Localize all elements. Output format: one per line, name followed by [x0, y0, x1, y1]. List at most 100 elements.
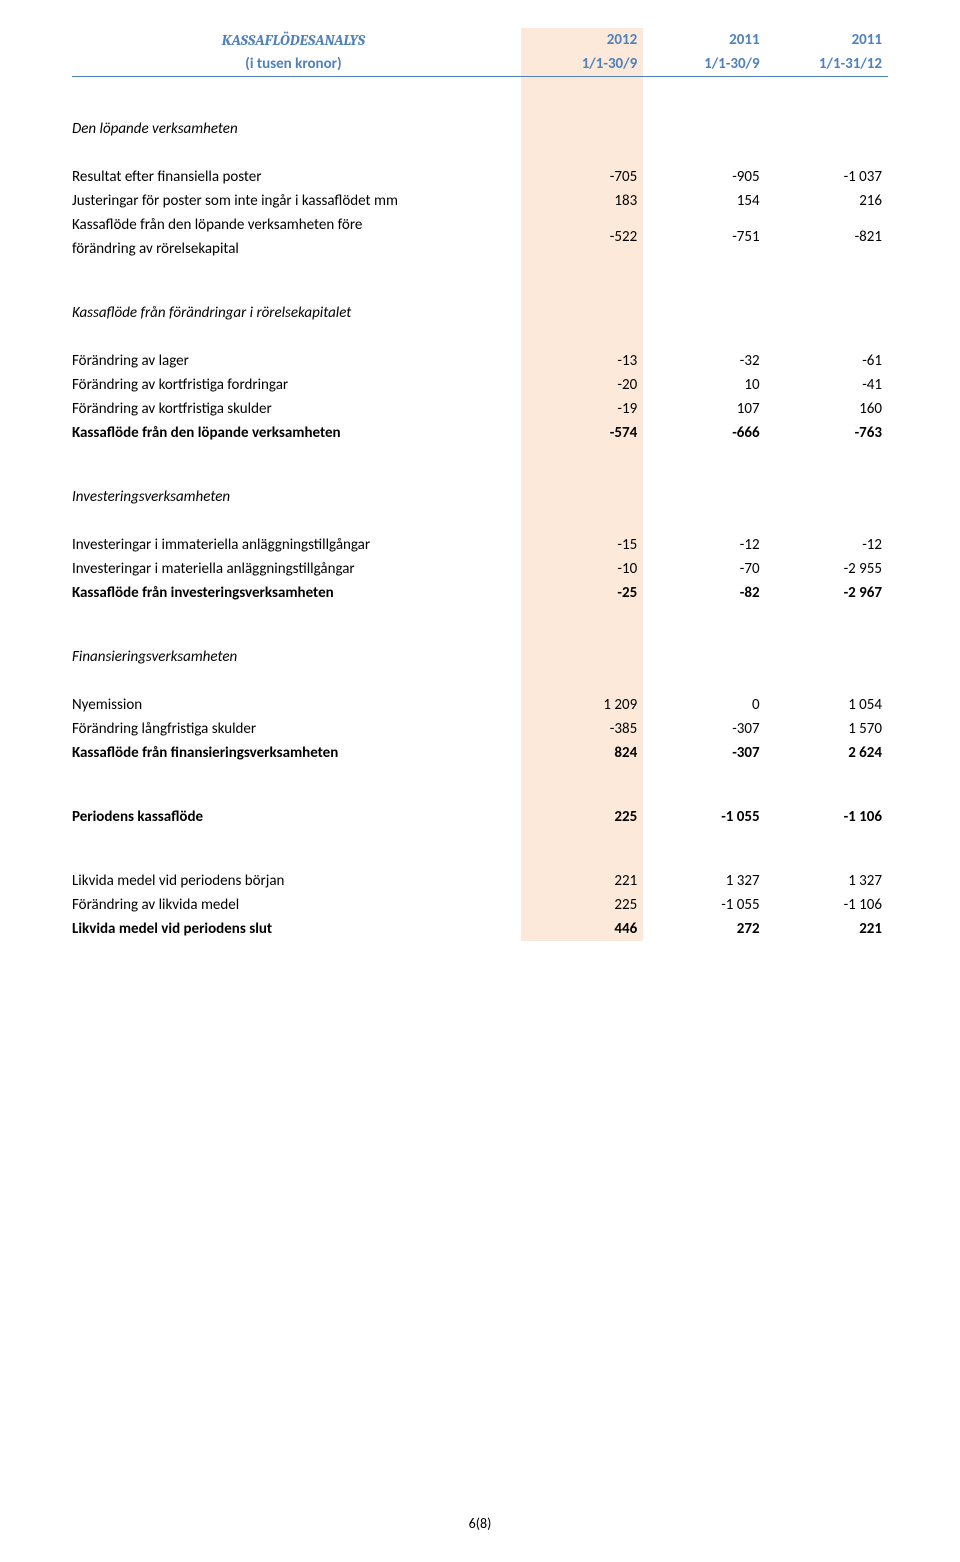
val-1: -666 — [643, 421, 765, 445]
val-2: -1 037 — [766, 165, 888, 189]
label: Förändring av likvida medel — [72, 893, 521, 917]
row-before-wc-line1: Kassaflöde från den löpande verksamheten… — [72, 213, 888, 237]
page-number: 6(8) — [0, 1515, 960, 1532]
label: Investeringar i materiella anläggningsti… — [72, 557, 521, 581]
label: Likvida medel vid periodens slut — [72, 917, 521, 941]
wc-title: Kassaflöde från förändringar i rörelseka… — [72, 301, 521, 325]
row-lt-debt: Förändring långfristiga skulder -385 -30… — [72, 717, 888, 741]
val-2: -1 106 — [766, 893, 888, 917]
financing-title: Finansieringsverksamheten — [72, 645, 521, 669]
label: Kassaflöde från investeringsverksamheten — [72, 581, 521, 605]
val-0: -10 — [521, 557, 643, 581]
val-1: -1 055 — [643, 893, 765, 917]
row-cash-end: Likvida medel vid periodens slut 446 272… — [72, 917, 888, 941]
label: Förändring långfristiga skulder — [72, 717, 521, 741]
val-2: 2 624 — [766, 741, 888, 765]
val-2: -61 — [766, 349, 888, 373]
label: Investeringar i immateriella anläggnings… — [72, 533, 521, 557]
col-period-1: 1/1-30/9 — [643, 52, 765, 77]
val-2: -2 967 — [766, 581, 888, 605]
section-financing-title: Finansieringsverksamheten — [72, 645, 888, 669]
val-2: -2 955 — [766, 557, 888, 581]
row-adjustments: Justeringar för poster som inte ingår i … — [72, 189, 888, 213]
col-year-1: 2011 — [643, 28, 765, 52]
row-result: Resultat efter finansiella poster -705 -… — [72, 165, 888, 189]
row-tangibles: Investeringar i materiella anläggningsti… — [72, 557, 888, 581]
val-0: 225 — [521, 805, 643, 829]
val-1: 272 — [643, 917, 765, 941]
val-0: -13 — [521, 349, 643, 373]
val-1: -82 — [643, 581, 765, 605]
row-cash-change: Förändring av likvida medel 225 -1 055 -… — [72, 893, 888, 917]
val-1: 0 — [643, 693, 765, 717]
row-cf-financing: Kassaflöde från finansieringsverksamhete… — [72, 741, 888, 765]
operating-title: Den löpande verksamheten — [72, 117, 521, 141]
val-2: -821 — [766, 213, 888, 261]
col-year-2: 2011 — [766, 28, 888, 52]
label: Justeringar för poster som inte ingår i … — [72, 189, 521, 213]
val-1: 1 327 — [643, 869, 765, 893]
val-2: 160 — [766, 397, 888, 421]
val-0: -522 — [521, 213, 643, 261]
row-cash-begin: Likvida medel vid periodens början 221 1… — [72, 869, 888, 893]
cashflow-table: KASSAFLÖDESANALYS 2012 2011 2011 (i tuse… — [72, 28, 888, 941]
val-2: 1 054 — [766, 693, 888, 717]
label: Förändring av lager — [72, 349, 521, 373]
val-0: -705 — [521, 165, 643, 189]
header-row-2: (i tusen kronor) 1/1-30/9 1/1-30/9 1/1-3… — [72, 52, 888, 77]
heading-sub: (i tusen kronor) — [72, 52, 521, 77]
row-newissue: Nyemission 1 209 0 1 054 — [72, 693, 888, 717]
label: Nyemission — [72, 693, 521, 717]
val-0: -385 — [521, 717, 643, 741]
row-payables: Förändring av kortfristiga skulder -19 1… — [72, 397, 888, 421]
val-0: -25 — [521, 581, 643, 605]
row-cf-operating: Kassaflöde från den löpande verksamheten… — [72, 421, 888, 445]
label: Kassaflöde från finansieringsverksamhete… — [72, 741, 521, 765]
val-1: -307 — [643, 741, 765, 765]
row-receivables: Förändring av kortfristiga fordringar -2… — [72, 373, 888, 397]
val-0: 225 — [521, 893, 643, 917]
val-2: 1 327 — [766, 869, 888, 893]
row-intangibles: Investeringar i immateriella anläggnings… — [72, 533, 888, 557]
val-2: -41 — [766, 373, 888, 397]
label: Periodens kassaflöde — [72, 805, 521, 829]
label-l1: Kassaflöde från den löpande verksamheten… — [72, 213, 521, 237]
col-year-0: 2012 — [521, 28, 643, 52]
val-0: -20 — [521, 373, 643, 397]
val-2: 216 — [766, 189, 888, 213]
header-row-1: KASSAFLÖDESANALYS 2012 2011 2011 — [72, 28, 888, 52]
val-0: 446 — [521, 917, 643, 941]
val-0: 221 — [521, 869, 643, 893]
val-0: 183 — [521, 189, 643, 213]
val-0: -19 — [521, 397, 643, 421]
val-1: -905 — [643, 165, 765, 189]
val-0: -574 — [521, 421, 643, 445]
val-2: 221 — [766, 917, 888, 941]
val-1: -32 — [643, 349, 765, 373]
val-2: -12 — [766, 533, 888, 557]
section-operating-title: Den löpande verksamheten — [72, 117, 888, 141]
val-1: -1 055 — [643, 805, 765, 829]
val-1: -70 — [643, 557, 765, 581]
row-inventory: Förändring av lager -13 -32 -61 — [72, 349, 888, 373]
label: Kassaflöde från den löpande verksamheten — [72, 421, 521, 445]
val-0: -15 — [521, 533, 643, 557]
val-2: -763 — [766, 421, 888, 445]
col-period-2: 1/1-31/12 — [766, 52, 888, 77]
val-2: -1 106 — [766, 805, 888, 829]
label: Resultat efter finansiella poster — [72, 165, 521, 189]
val-1: -751 — [643, 213, 765, 261]
col-period-0: 1/1-30/9 — [521, 52, 643, 77]
heading: KASSAFLÖDESANALYS — [72, 28, 521, 52]
label: Förändring av kortfristiga fordringar — [72, 373, 521, 397]
label-l2: förändring av rörelsekapital — [72, 237, 521, 261]
section-investing-title: Investeringsverksamheten — [72, 485, 888, 509]
row-period-cashflow: Periodens kassaflöde 225 -1 055 -1 106 — [72, 805, 888, 829]
val-1: 107 — [643, 397, 765, 421]
label: Förändring av kortfristiga skulder — [72, 397, 521, 421]
val-0: 1 209 — [521, 693, 643, 717]
label: Likvida medel vid periodens början — [72, 869, 521, 893]
val-1: 10 — [643, 373, 765, 397]
val-0: 824 — [521, 741, 643, 765]
row-cf-investing: Kassaflöde från investeringsverksamheten… — [72, 581, 888, 605]
